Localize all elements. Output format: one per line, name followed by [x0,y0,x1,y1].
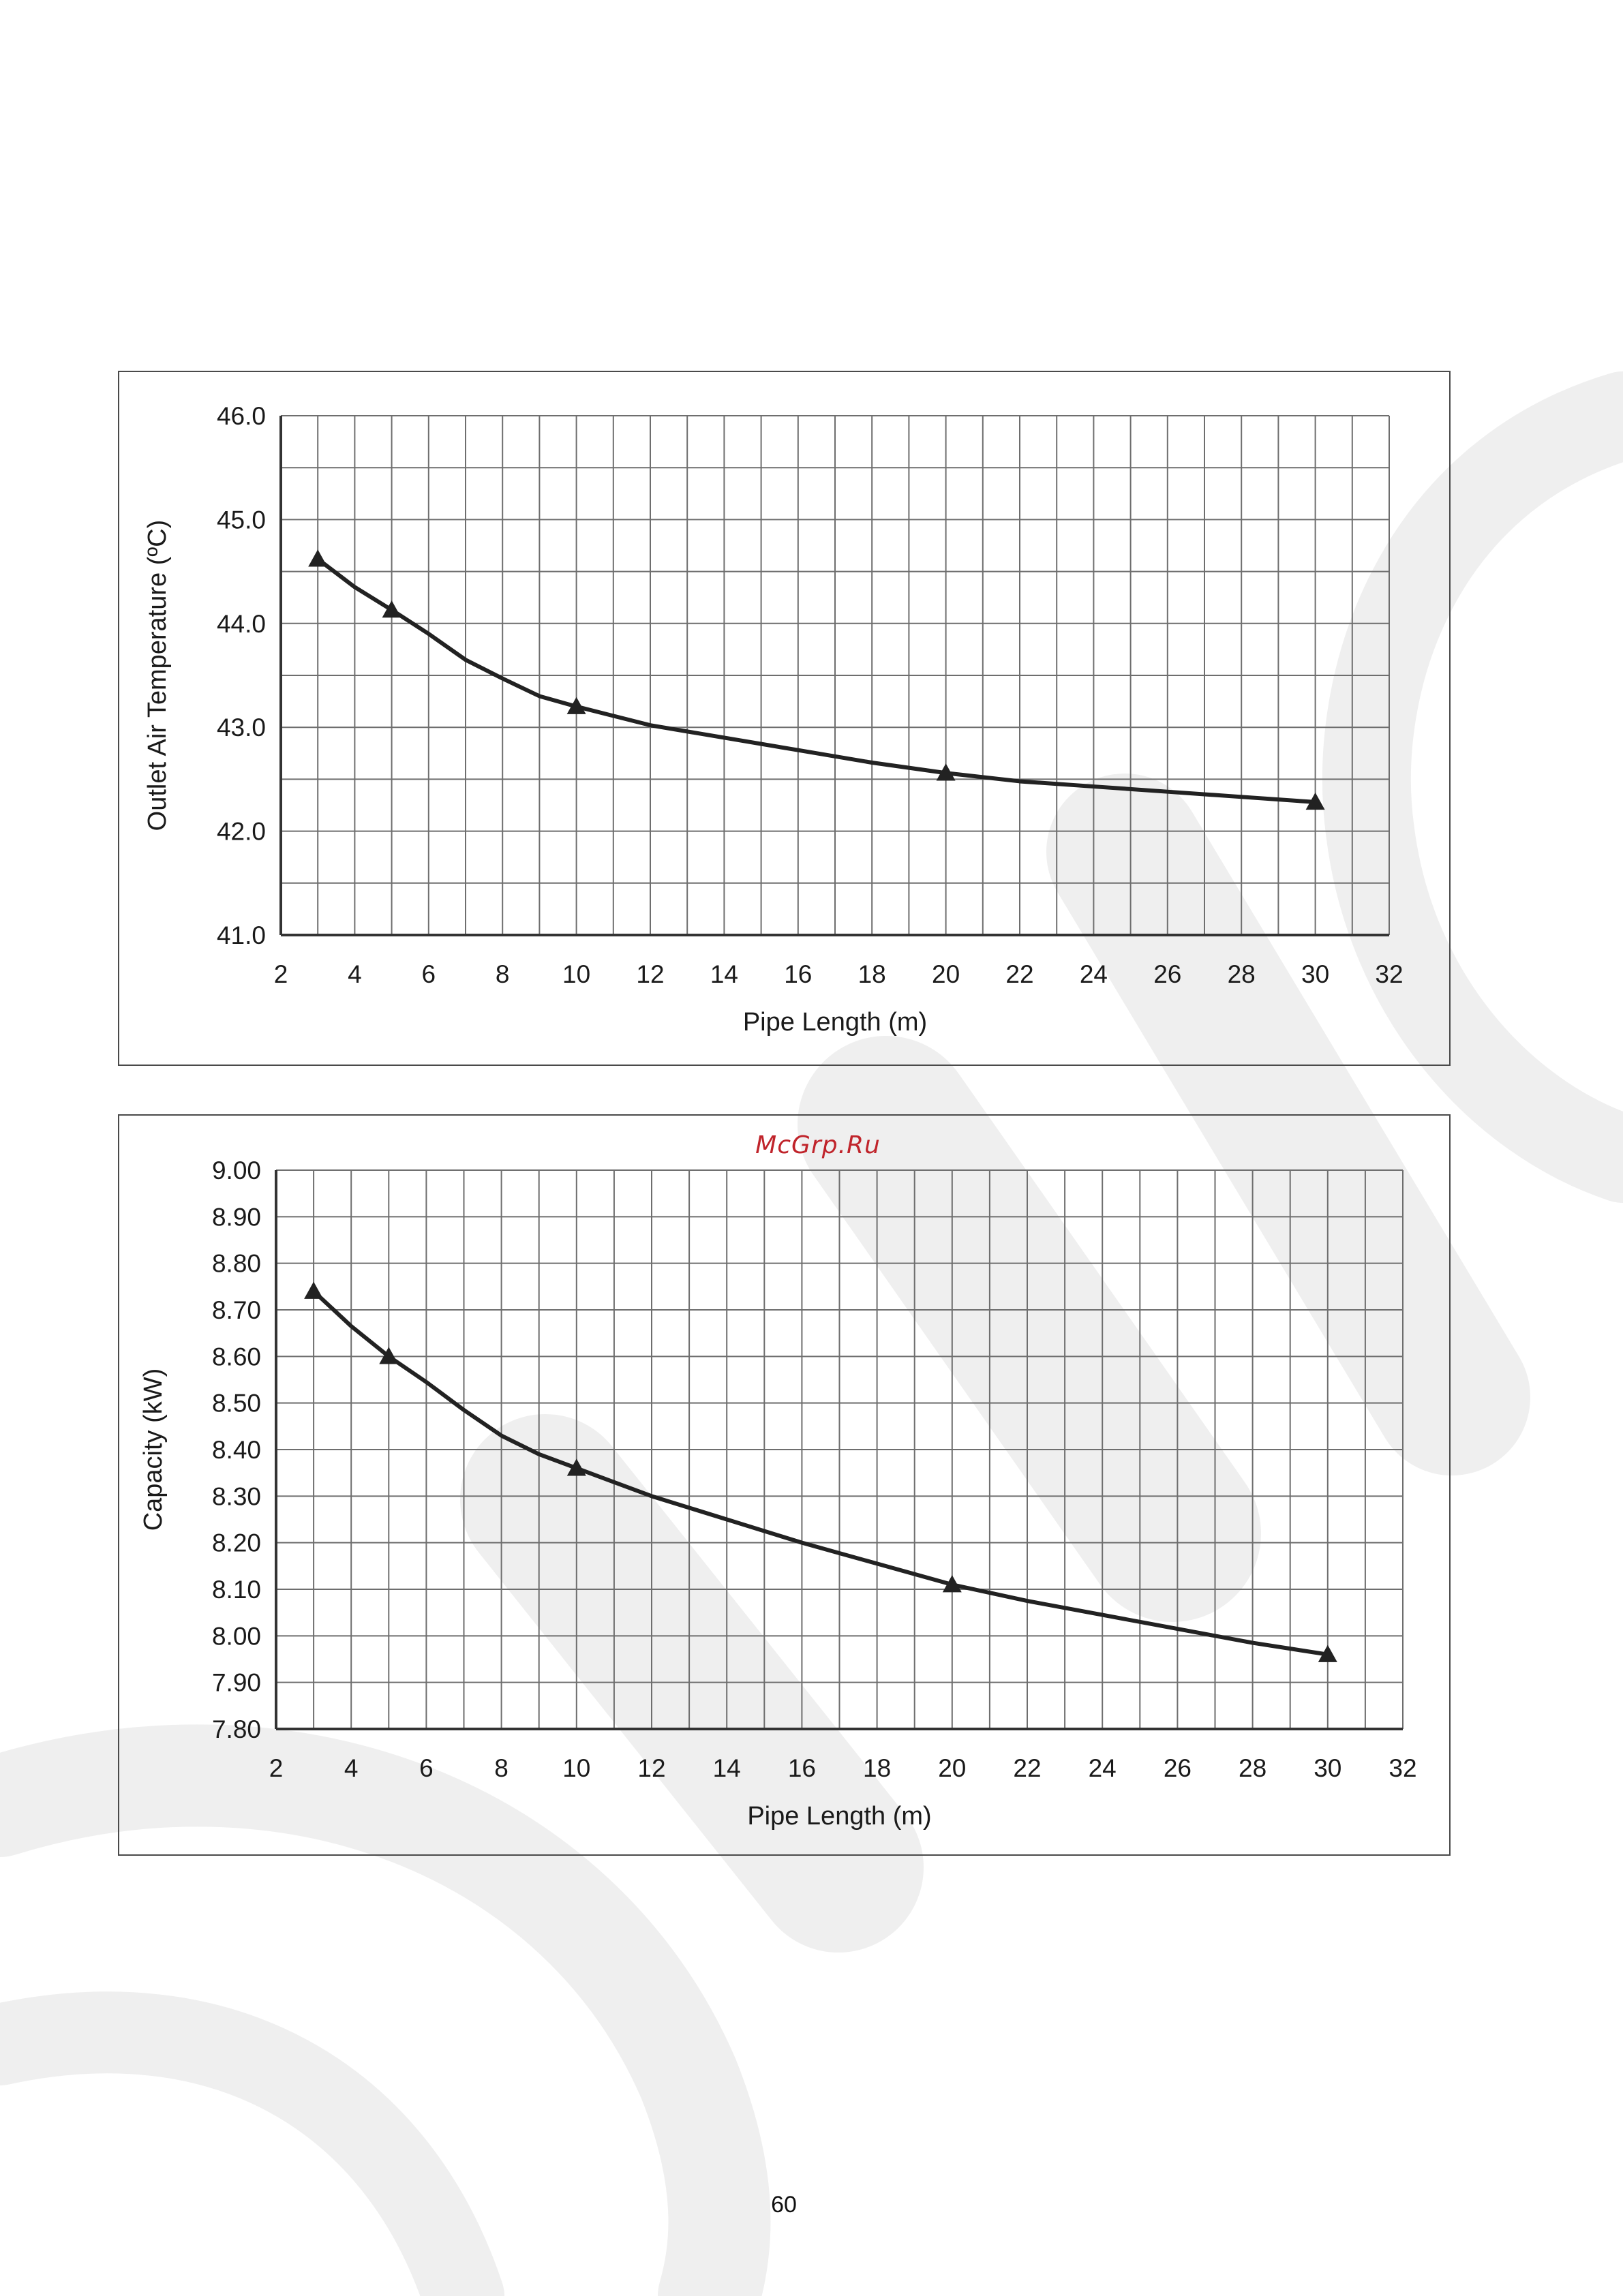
data-line [312,1289,1330,1657]
y-tick-label: 8.30 [212,1482,261,1510]
y-tick-label: 8.40 [212,1436,261,1464]
y-tick-label: 8.90 [212,1203,261,1231]
outlet-temperature-chart-frame: 2 4 6 8 10 12 14 16 18 20 22 24 26 28 30 32 41.0 42.0 43.0… [118,371,1451,1066]
y-axis-title: Outlet Air Temperature (ºC) [143,520,172,831]
y-tick-label: 41.0 [217,921,266,949]
x-tick-label: 8 [494,1754,509,1782]
x-tick-label: 16 [784,960,812,988]
y-tick-label: 8.10 [212,1576,261,1604]
x-tick-label: 16 [788,1754,816,1782]
x-axis-title: Pipe Length (m) [747,1802,931,1831]
y-tick-label: 7.90 [212,1669,261,1697]
y-tick-label: 8.50 [212,1390,261,1418]
x-tick-label: 32 [1375,960,1403,988]
x-tick-label: 4 [344,1754,359,1782]
data-point-triangle [304,1281,324,1299]
y-tick-label: 44.0 [217,610,266,638]
y-tick-label: 8.80 [212,1250,261,1278]
watermark-arc-bottom [0,1991,504,2296]
watermark-band-upper [1046,774,1530,1475]
site-watermark-text: McGrp.Ru [755,1131,881,1159]
y-tick-label: 8.00 [212,1622,261,1650]
x-tick-label: 6 [419,1754,434,1782]
data-point-triangle [379,1347,399,1364]
x-tick-label: 12 [636,960,664,988]
x-tick-label: 28 [1239,1754,1266,1782]
page-number: 60 [771,2192,797,2218]
x-tick-label: 24 [1080,960,1108,988]
y-tick-label: 45.0 [217,506,266,534]
x-tick-label: 8 [496,960,510,988]
capacity-chart: 2 4 6 8 10 12 14 16 18 20 22 24 26 28 30 327.807.908.00… [139,1157,1417,1831]
x-tick-label: 26 [1164,1754,1192,1782]
x-tick-label: 18 [858,960,886,988]
x-tick-label: 14 [710,960,738,988]
data-point-triangle [1318,1644,1337,1662]
y-tick-label: 8.70 [212,1296,261,1324]
x-tick-label: 2 [274,960,288,988]
x-tick-label: 14 [713,1754,741,1782]
y-tick-label: 42.0 [217,818,266,846]
data-point-triangle [566,1458,586,1476]
x-tick-label: 32 [1389,1754,1416,1782]
y-axis-title: Capacity (kW) [139,1368,168,1531]
y-tick-label: 8.20 [212,1529,261,1557]
watermark-band-middle [798,1036,1261,1622]
data-point-triangle [936,763,956,781]
x-tick-label: 30 [1301,960,1329,988]
data-point-triangle [308,549,328,567]
capacity-chart-frame: 2 4 6 8 10 12 14 16 18 20 22 24 26 28 30 32 7.80 7.90 8.00… [118,1114,1451,1856]
x-tick-label: 28 [1228,960,1256,988]
x-tick-label: 10 [562,1754,590,1782]
data-point-triangle [942,1575,962,1593]
x-tick-label: 12 [637,1754,665,1782]
data-point-triangle [566,697,586,714]
x-tick-label: 22 [1013,1754,1041,1782]
x-tick-label: 22 [1005,960,1033,988]
data-line [316,557,1318,804]
watermark-arc-upper [1322,371,1623,1203]
outlet-temperature-chart: 2 4 6 8 10 12 14 16 18 20 22 24 26 28 30 3241.042.043.0… [143,402,1404,1037]
x-tick-label: 10 [562,960,590,988]
x-tick-label: 20 [932,960,960,988]
y-tick-label: 7.80 [212,1715,261,1743]
x-tick-label: 2 [269,1754,284,1782]
x-tick-label: 24 [1089,1754,1117,1782]
x-tick-label: 6 [422,960,436,988]
watermark-arc-lower [0,1724,771,2296]
x-tick-label: 4 [348,960,362,988]
data-point-triangle [1305,792,1325,810]
y-tick-label: 8.60 [212,1343,261,1371]
x-axis-title: Pipe Length (m) [743,1008,927,1037]
x-tick-label: 30 [1314,1754,1341,1782]
watermark-band-lower [460,1414,924,1953]
y-tick-label: 9.00 [212,1157,261,1184]
x-tick-label: 20 [938,1754,966,1782]
x-tick-label: 26 [1153,960,1181,988]
data-point-triangle [382,600,401,618]
y-tick-label: 43.0 [217,714,266,741]
x-tick-label: 18 [863,1754,891,1782]
y-tick-label: 46.0 [217,402,266,430]
